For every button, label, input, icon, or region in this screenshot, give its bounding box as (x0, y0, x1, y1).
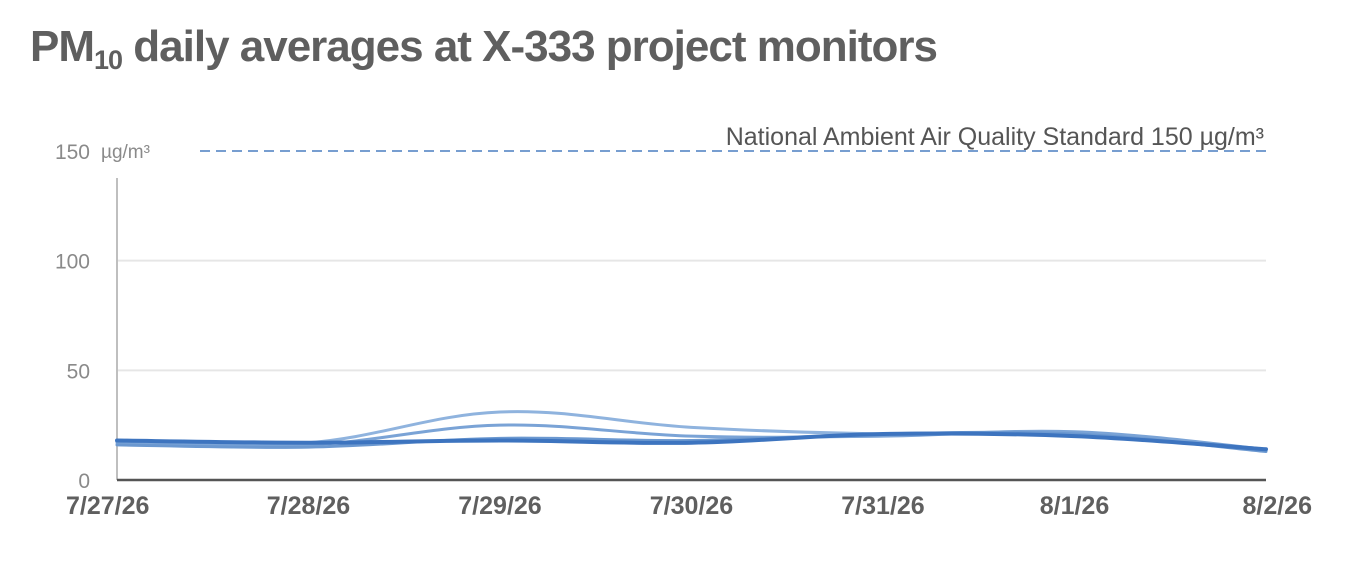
chart-title: PM10 daily averages at X-333 project mon… (30, 22, 938, 75)
y-tick-label: 0 (78, 470, 90, 493)
y-tick-label: 100 (55, 251, 90, 274)
series-line-3 (115, 430, 1268, 453)
x-tick-label: 7/28/26 (267, 492, 350, 520)
x-tick-label: 7/27/26 (66, 492, 149, 520)
series-line-4 (115, 431, 1268, 452)
y-tick-label: 150 (55, 141, 90, 164)
x-tick-label: 7/30/26 (650, 492, 733, 520)
y-unit-label: µg/m³ (101, 142, 150, 163)
x-tick-label: 8/1/26 (1040, 492, 1110, 520)
series-line-2 (115, 423, 1268, 451)
x-tick-label: 8/2/26 (1242, 492, 1312, 520)
x-tick-label: 7/29/26 (458, 492, 541, 520)
y-tick-label: 50 (67, 360, 90, 383)
x-tick-label: 7/31/26 (841, 492, 924, 520)
standard-reference-label: National Ambient Air Quality Standard 15… (726, 123, 1264, 151)
